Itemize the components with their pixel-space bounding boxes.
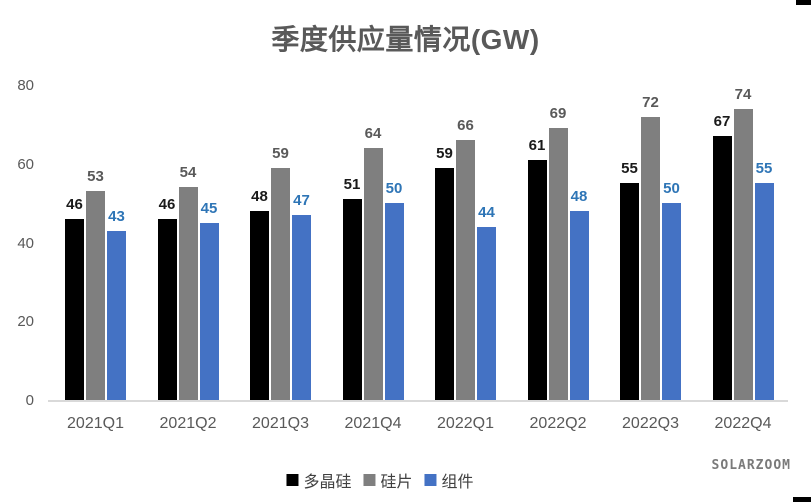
- bar-series2-2021q3: [271, 167, 290, 400]
- legend-item-series1: 多晶硅: [286, 468, 351, 492]
- y-tick-label-80: 80: [17, 77, 34, 94]
- bar-series3-2021q1: [107, 230, 126, 400]
- bar-value-label-series2-2021q2: 54: [179, 164, 197, 182]
- bar-value-label-series3-2022q2: 48: [570, 188, 588, 205]
- bar-series3-2022q4: [754, 183, 774, 400]
- legend-item-series2: 硅片: [363, 468, 413, 492]
- bar-series2-2022q2: [548, 128, 568, 400]
- x-axis-label-2021q2: 2021Q2: [159, 415, 217, 432]
- bar-series2-2021q2: [178, 187, 198, 400]
- bar-value-label-series1-2022q4: 67: [713, 113, 731, 131]
- bar-value-label-series3-2022q1: 44: [478, 203, 495, 221]
- bar-series3-2021q2: [199, 222, 219, 400]
- legend-label-series2: 硅片: [380, 474, 413, 491]
- bar-value-label-series3-2021q3: 47: [293, 191, 310, 209]
- x-axis-line: [48, 400, 788, 402]
- x-axis-label-2022q4: 2022Q4: [714, 415, 772, 432]
- bar-value-label-series3-2021q1: 43: [108, 207, 125, 225]
- x-axis-label-2022q2: 2022Q2: [529, 415, 587, 432]
- x-axis-label-2021q3: 2021Q3: [252, 415, 309, 432]
- bar-value-label-series1-2022q3: 55: [621, 160, 638, 178]
- bar-series1-2022q2: [527, 159, 547, 400]
- bar-value-label-series1-2022q1: 59: [436, 144, 453, 162]
- y-tick-label-0: 0: [25, 392, 34, 409]
- y-tick-label-40: 40: [17, 234, 34, 252]
- x-axis-label-2022q1: 2022Q1: [437, 415, 494, 432]
- bar-series1-2022q4: [712, 136, 732, 400]
- bar-series2-2022q3: [641, 116, 660, 400]
- bar-value-label-series1-2021q4: 51: [343, 176, 361, 194]
- bar-series1-2021q3: [250, 211, 269, 400]
- x-axis-label-2022q3: 2022Q3: [622, 415, 679, 432]
- legend-item-series3: 组件: [424, 468, 474, 492]
- bar-series1-2021q2: [157, 218, 177, 400]
- bar-series3-2022q2: [569, 211, 589, 400]
- bar-series3-2022q1: [477, 226, 496, 400]
- bar-series2-2022q4: [733, 108, 753, 400]
- bar-series2-2021q1: [86, 191, 105, 400]
- bar-value-label-series3-2021q2: 45: [200, 199, 218, 217]
- legend-swatch-series2: [363, 474, 376, 486]
- y-tick-label-20: 20: [17, 313, 34, 331]
- chart-title: 季度供应量情况(GW): [271, 24, 540, 55]
- bar-value-label-series1-2022q2: 61: [528, 136, 546, 154]
- bar-series1-2022q3: [620, 183, 639, 400]
- bar-series2-2021q4: [363, 148, 383, 400]
- bar-series1-2022q1: [435, 167, 454, 400]
- bar-value-label-series3-2022q3: 50: [663, 180, 680, 198]
- bar-value-label-series3-2022q4: 55: [755, 160, 773, 178]
- bar-value-label-series2-2022q2: 69: [549, 105, 567, 123]
- y-tick-label-60: 60: [17, 155, 34, 173]
- legend: 多晶硅 硅片 组件: [286, 468, 474, 492]
- bar-value-label-series1-2021q3: 48: [251, 188, 268, 205]
- bar-series1-2021q4: [342, 199, 362, 400]
- bar-value-label-series2-2021q4: 64: [364, 125, 382, 142]
- corner-mark-top-right: [796, 0, 811, 5]
- bar-series1-2021q1: [65, 218, 84, 400]
- bar-value-label-series1-2021q2: 46: [158, 195, 176, 213]
- bar-series3-2021q4: [384, 203, 404, 400]
- bar-value-label-series2-2022q4: 74: [734, 85, 752, 103]
- bar-series3-2021q3: [292, 214, 311, 400]
- legend-label-series1: 多晶硅: [303, 474, 352, 491]
- bar-value-label-series2-2022q3: 72: [642, 93, 659, 111]
- bar-value-label-series3-2021q4: 50: [385, 180, 403, 198]
- bar-value-label-series2-2021q1: 53: [87, 168, 104, 186]
- bar-value-label-series2-2022q1: 66: [457, 117, 474, 135]
- bar-series2-2022q1: [456, 140, 475, 400]
- legend-swatch-series3: [424, 474, 437, 486]
- watermark: SOLARZOOM: [711, 458, 791, 473]
- bar-value-label-series2-2021q3: 59: [272, 144, 289, 162]
- bar-value-label-series1-2021q1: 46: [66, 195, 83, 213]
- x-axis-label-2021q4: 2021Q4: [344, 415, 402, 432]
- corner-mark-bottom-right: [793, 497, 811, 502]
- bar-series3-2022q3: [662, 203, 681, 400]
- legend-label-series3: 组件: [441, 474, 474, 491]
- legend-swatch-series1: [286, 474, 299, 486]
- x-axis-label-2021q1: 2021Q1: [67, 415, 124, 432]
